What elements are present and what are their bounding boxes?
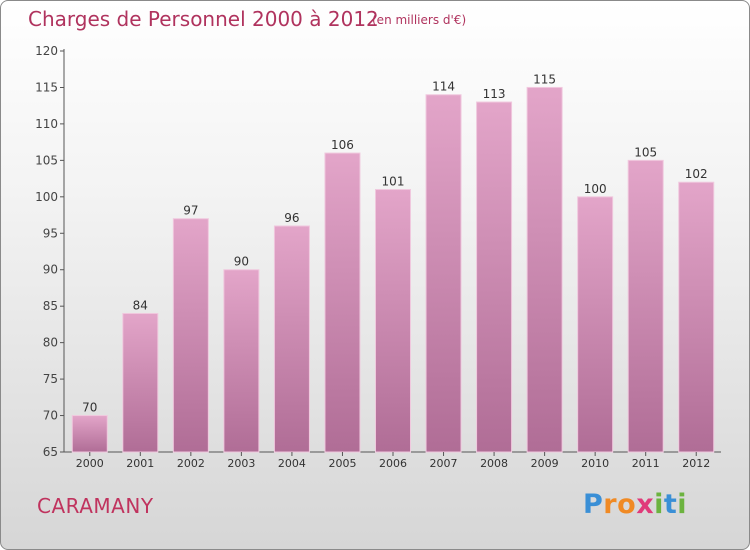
logo-letter: r: [603, 489, 618, 520]
x-tick-label: 2011: [632, 457, 660, 470]
bar: [375, 189, 411, 453]
bar: [223, 269, 260, 453]
bar-value-label: 115: [533, 72, 556, 86]
x-tick-label: 2012: [682, 457, 710, 470]
bar-value-label: 97: [183, 204, 198, 218]
bar-value-label: 90: [234, 255, 249, 269]
bar: [577, 196, 614, 453]
bar: [476, 101, 513, 453]
x-tick-label: 2009: [531, 457, 559, 470]
x-tick-label: 2004: [278, 457, 306, 470]
bar-value-label: 96: [284, 211, 299, 225]
bar-value-label: 102: [685, 167, 708, 181]
bar: [678, 181, 715, 453]
bar: [425, 94, 462, 453]
y-tick-label: 95: [43, 226, 58, 240]
y-tick-label: 115: [35, 80, 58, 94]
logo-letter: x: [636, 489, 655, 520]
bar-value-label: 70: [82, 401, 97, 415]
x-tick-label: 2006: [379, 457, 407, 470]
commune-name: CARAMANY: [37, 494, 154, 518]
bar-value-label: 100: [584, 182, 607, 196]
bar: [627, 159, 664, 453]
y-tick-label: 120: [35, 44, 58, 58]
bar-value-label: 101: [382, 175, 405, 189]
bar-value-label: 84: [133, 298, 148, 312]
chart-title: Charges de Personnel 2000 à 2012: [28, 7, 379, 31]
y-tick-label: 70: [43, 409, 58, 423]
logo-letter: i: [654, 489, 664, 520]
y-tick-label: 85: [43, 299, 58, 313]
y-tick-label: 75: [43, 372, 58, 386]
bar: [324, 152, 361, 453]
y-tick-label: 80: [43, 336, 58, 350]
chart-subtitle: (en milliers d'€): [372, 13, 467, 27]
bar-value-label: 106: [331, 138, 354, 152]
y-tick-label: 100: [35, 190, 58, 204]
bar: [273, 225, 310, 453]
logo-letter: P: [583, 489, 604, 520]
y-tick-label: 110: [35, 117, 58, 131]
x-tick-label: 2010: [581, 457, 609, 470]
bar: [526, 86, 563, 453]
y-tick-label: 90: [43, 263, 58, 277]
x-tick-label: 2005: [328, 457, 356, 470]
logo-letter: t: [663, 489, 678, 520]
x-tick-label: 2001: [126, 457, 154, 470]
x-tick-label: 2002: [177, 457, 205, 470]
bar: [71, 415, 108, 453]
x-tick-label: 2000: [76, 457, 104, 470]
y-tick-label: 65: [43, 445, 58, 459]
bar: [122, 312, 159, 453]
x-tick-label: 2008: [480, 457, 508, 470]
bar-value-label: 114: [432, 80, 455, 94]
bar-value-label: 105: [634, 145, 657, 159]
bar-value-label: 113: [483, 87, 506, 101]
x-tick-label: 2003: [227, 457, 255, 470]
logo-letter: i: [677, 489, 688, 520]
x-tick-label: 2007: [430, 457, 458, 470]
proxiti-logo[interactable]: Proxiti: [583, 489, 687, 520]
logo-letter: o: [617, 489, 637, 520]
bar: [172, 218, 209, 453]
y-tick-label: 105: [35, 153, 58, 167]
